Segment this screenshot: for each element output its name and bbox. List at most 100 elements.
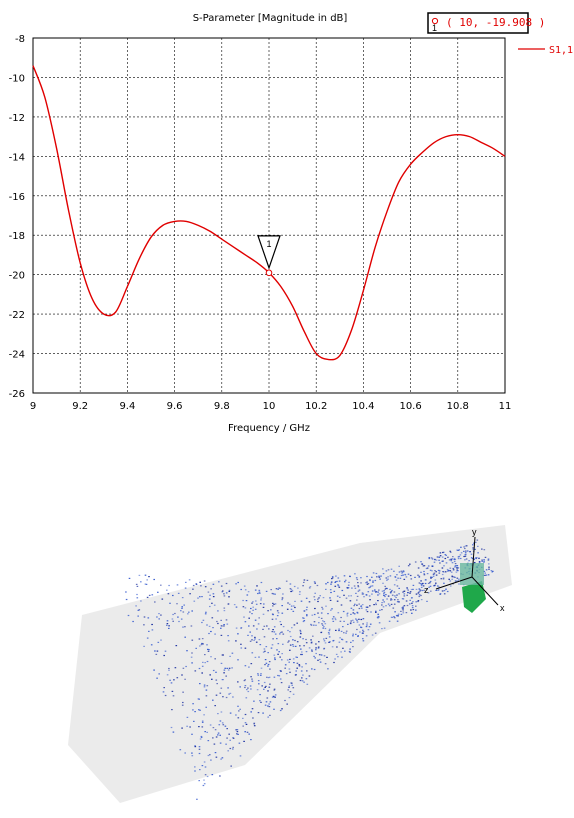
field-vector-dot <box>125 598 128 601</box>
field-vector-dot <box>481 560 483 562</box>
field-vector-dot <box>170 726 173 729</box>
field-vector-dot <box>201 642 203 645</box>
field-vector-dot <box>154 601 156 603</box>
field-vector-dot <box>223 624 225 626</box>
field-vector-dot <box>335 653 338 655</box>
field-vector-dot <box>446 590 449 593</box>
field-vector-dot <box>204 662 206 664</box>
field-vector-dot <box>442 551 445 553</box>
field-vector-dot <box>353 613 356 615</box>
field-vector-dot <box>279 656 281 658</box>
field-vector-dot <box>198 726 200 728</box>
field-vector-dot <box>328 636 331 638</box>
field-vector-dot <box>248 733 250 735</box>
field-vector-dot <box>262 712 264 714</box>
field-vector-dot <box>418 591 420 593</box>
field-vector-dot <box>231 652 234 654</box>
field-vector-dot <box>233 604 236 606</box>
field-vector-dot <box>357 590 360 592</box>
field-vector-dot <box>176 603 178 605</box>
field-vector-dot <box>287 689 289 691</box>
field-vector-dot <box>402 607 404 609</box>
field-vector-dot <box>430 557 433 559</box>
field-vector-dot <box>313 624 315 626</box>
x-tick-label: 10 <box>263 401 276 412</box>
field-vector-dot <box>271 618 274 620</box>
field-vector-dot <box>273 689 276 691</box>
field-vector-dot <box>310 639 312 641</box>
field-vector-dot <box>401 598 404 600</box>
field-vector-dot <box>279 587 281 589</box>
field-vector-dot <box>359 631 361 633</box>
field-vector-dot <box>306 606 308 608</box>
field-vector-dot <box>322 597 325 599</box>
field-vector-dot <box>298 593 301 595</box>
field-vector-dot <box>390 616 393 618</box>
field-vector-dot <box>271 644 274 646</box>
field-vector-dot <box>223 672 225 674</box>
field-vector-dot <box>236 733 238 735</box>
field-vector-dot <box>372 580 374 582</box>
field-vector-dot <box>433 585 436 587</box>
field-vector-dot <box>242 725 244 727</box>
field-vector-dot <box>282 633 285 635</box>
field-vector-dot <box>209 754 211 756</box>
field-vector-dot <box>387 576 389 578</box>
field-vector-dot <box>223 625 225 627</box>
field-vector-dot <box>437 585 439 587</box>
field-vector-dot <box>244 679 246 681</box>
field-vector-dot <box>366 611 369 613</box>
field-vector-dot <box>171 709 173 711</box>
field-vector-dot <box>251 602 253 604</box>
field-vector-dot <box>458 549 460 551</box>
field-vector-dot <box>144 574 147 576</box>
field-vector-dot <box>148 576 150 578</box>
field-vector-dot <box>313 668 316 671</box>
field-vector-dot <box>376 616 379 619</box>
field-vector-dot <box>360 582 362 584</box>
field-vector-dot <box>478 562 481 564</box>
field-vector-dot <box>366 583 369 585</box>
field-vector-dot <box>144 583 147 585</box>
field-vector-dot <box>439 552 442 554</box>
field-vector-dot <box>451 575 453 577</box>
field-vector-dot <box>313 613 316 616</box>
field-vector-dot <box>212 596 215 598</box>
field-vector-dot <box>209 605 211 608</box>
field-vector-dot <box>258 591 261 593</box>
field-vector-dot <box>484 574 486 576</box>
field-vector-dot <box>398 587 400 589</box>
field-vector-dot <box>445 588 447 590</box>
field-vector-dot <box>378 575 380 577</box>
field-vector-dot <box>254 619 257 621</box>
field-vector-dot <box>198 752 201 755</box>
field-vector-dot <box>244 713 247 716</box>
field-vector-dot <box>257 674 260 676</box>
field-vector-dot <box>269 683 271 685</box>
field-vector-dot <box>222 724 225 726</box>
field-vector-dot <box>475 541 477 543</box>
field-vector-dot <box>442 578 445 580</box>
field-vector-dot <box>382 573 385 575</box>
field-vector-dot <box>181 597 184 599</box>
field-vector-dot <box>235 729 237 731</box>
field-vector-dot <box>403 590 405 592</box>
field-vector-dot <box>472 557 474 560</box>
field-vector-dot <box>350 641 352 643</box>
field-vector-dot <box>329 641 331 643</box>
field-vector-dot <box>398 571 401 573</box>
field-vector-dot <box>332 639 335 642</box>
field-vector-dot <box>423 565 426 567</box>
field-vector-dot <box>389 592 392 594</box>
field-vector-dot <box>331 618 334 620</box>
field-vector-dot <box>422 565 425 567</box>
field-vector-dot <box>423 573 425 575</box>
field-vector-dot <box>146 637 149 639</box>
field-vector-dot <box>405 600 408 602</box>
field-vector-dot <box>412 609 415 611</box>
field-vector-dot <box>247 591 250 593</box>
field-vector-dot <box>318 597 320 599</box>
field-vector-dot <box>484 572 486 574</box>
field-vector-dot <box>368 587 370 589</box>
field-vector-dot <box>420 561 422 563</box>
